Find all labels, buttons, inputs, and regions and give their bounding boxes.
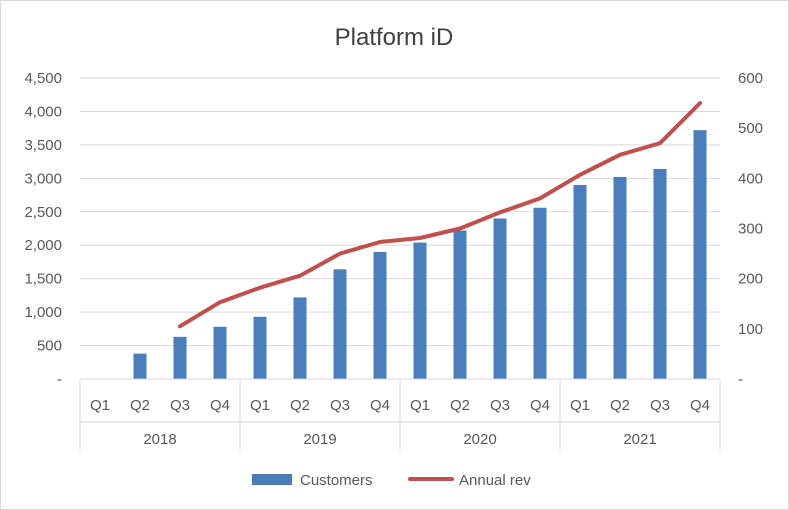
bar — [293, 297, 307, 379]
bar — [693, 130, 707, 379]
bar — [173, 336, 187, 379]
legend-label-customers: Customers — [300, 472, 373, 489]
gridlines — [80, 77, 720, 347]
year-label: 2019 — [303, 431, 336, 448]
right-tick-label: - — [738, 371, 743, 388]
legend: Customers Annual rev — [252, 472, 531, 489]
quarter-label: Q3 — [330, 397, 350, 414]
left-tick-label: 2,500 — [24, 204, 62, 221]
bar — [413, 242, 427, 379]
bar — [493, 218, 507, 379]
x-axis: 2018 2019 2020 2021 Q1 Q2 Q3 Q4 Q1 Q2 Q3 Q4 Q1 Q2 Q3 Q4… — [79, 378, 721, 451]
quarter-label: Q1 — [410, 397, 430, 414]
quarter-label: Q3 — [650, 397, 670, 414]
bar — [253, 316, 267, 379]
legend-label-annual-rev: Annual rev — [459, 472, 531, 489]
quarter-label: Q1 — [250, 397, 270, 414]
customers-bars — [133, 130, 707, 379]
left-tick-label: - — [57, 371, 62, 388]
bar — [133, 353, 147, 379]
left-tick-label: 4,500 — [24, 70, 62, 87]
quarter-label: Q3 — [490, 397, 510, 414]
left-tick-label: 3,000 — [24, 170, 62, 187]
left-tick-label: 500 — [37, 338, 62, 355]
legend-swatch-customers — [252, 474, 292, 485]
quarter-label: Q1 — [570, 397, 590, 414]
quarter-label: Q4 — [690, 397, 710, 414]
bar — [653, 168, 667, 379]
bar — [613, 176, 627, 379]
right-tick-label: 100 — [738, 321, 763, 338]
year-label: 2021 — [623, 431, 656, 448]
quarter-label: Q4 — [370, 397, 390, 414]
bar — [573, 185, 587, 379]
left-tick-label: 1,500 — [24, 271, 62, 288]
right-tick-label: 500 — [738, 120, 763, 137]
quarter-label: Q2 — [290, 397, 310, 414]
bar — [453, 230, 467, 379]
right-tick-label: 300 — [738, 221, 763, 238]
left-tick-label: 4,000 — [24, 103, 62, 120]
quarter-label: Q3 — [170, 397, 190, 414]
left-axis: - 500 1,000 1,500 2,000 2,500 3,000 3,500 4,000 4… — [24, 70, 62, 388]
left-tick-label: 2,000 — [24, 237, 62, 254]
quarter-label: Q2 — [610, 397, 630, 414]
bar — [373, 251, 387, 379]
right-tick-label: 400 — [738, 170, 763, 187]
left-tick-label: 3,500 — [24, 137, 62, 154]
right-tick-label: 200 — [738, 271, 763, 288]
year-label: 2018 — [143, 431, 176, 448]
quarter-label: Q2 — [450, 397, 470, 414]
quarter-label: Q4 — [210, 397, 230, 414]
quarter-label: Q2 — [130, 397, 150, 414]
left-tick-label: 1,000 — [24, 304, 62, 321]
quarter-label: Q1 — [90, 397, 110, 414]
chart-title: Platform iD — [335, 24, 454, 51]
right-axis: - 100 200 300 400 500 600 — [738, 70, 763, 388]
year-label: 2020 — [463, 431, 496, 448]
bar — [213, 326, 227, 379]
bar — [333, 269, 347, 379]
quarter-label: Q4 — [530, 397, 550, 414]
annual-rev-line — [178, 101, 702, 329]
bar — [533, 207, 547, 379]
right-tick-label: 600 — [738, 70, 763, 87]
series-line — [178, 101, 702, 329]
